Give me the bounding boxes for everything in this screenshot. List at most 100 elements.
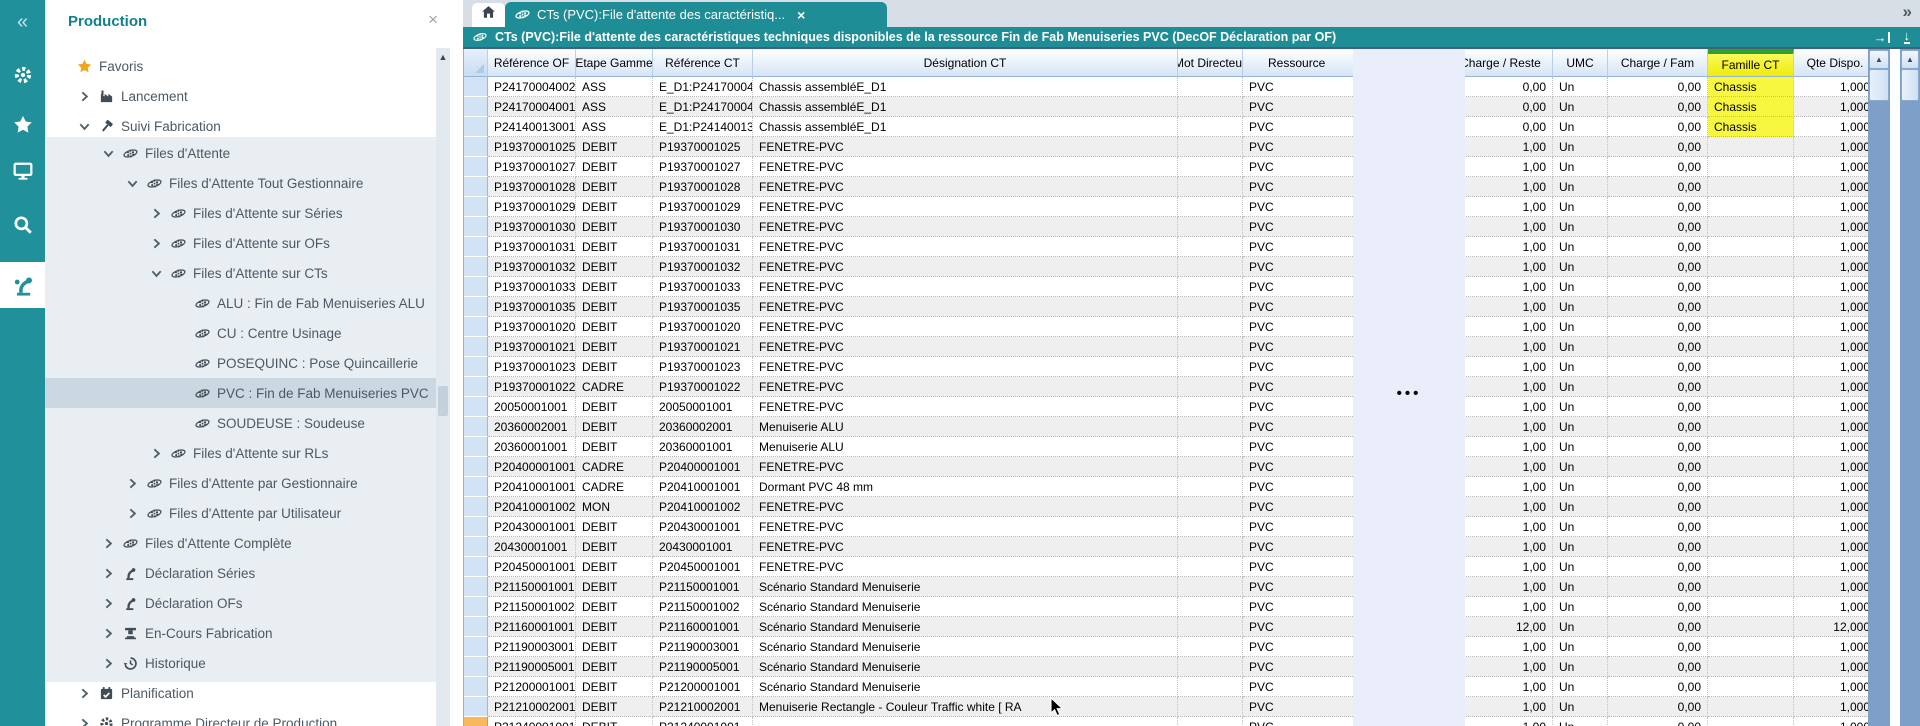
cell-mot[interactable]	[1178, 417, 1243, 437]
table-row[interactable]: 20360001001 DEBIT 20360001001 Menuiserie AL…	[464, 437, 1877, 457]
cell-etape[interactable]: CADRE	[576, 477, 653, 497]
tree-item-lancement[interactable]: Lancement	[45, 81, 450, 111]
grid-scrollbar-thumb[interactable]	[1869, 69, 1889, 101]
cell-charge_reste[interactable]: 1,00	[1449, 717, 1553, 726]
cell-etape[interactable]: DEBIT	[576, 157, 653, 177]
cell-charge_reste[interactable]: 1,00	[1449, 577, 1553, 597]
tree-item-suivi-fabrication[interactable]: Suivi Fabrication	[45, 111, 450, 141]
table-row[interactable]: P20400001001 CADRE P20400001001 FENETRE-PVC…	[464, 457, 1877, 477]
cell-charge_fam[interactable]: 0,00	[1608, 337, 1708, 357]
cell-mot[interactable]	[1178, 297, 1243, 317]
cell-famille[interactable]	[1708, 537, 1794, 557]
cell-mot[interactable]	[1178, 577, 1243, 597]
cell-designation[interactable]: FENETRE-PVC	[753, 157, 1178, 177]
cell-ref_of[interactable]: P20450001001	[488, 557, 576, 577]
cell-famille[interactable]	[1708, 177, 1794, 197]
table-row[interactable]: P24170004002ASSE_D1:P24170004002Chassis …	[464, 77, 1877, 97]
cell-qte[interactable]: 1,000	[1794, 417, 1877, 437]
row-header-cell[interactable]	[464, 537, 488, 557]
cell-ref_ct[interactable]: 20360002001	[653, 417, 753, 437]
cell-umc[interactable]: Un	[1553, 417, 1608, 437]
col-header-famille[interactable]: Famille CT	[1708, 49, 1794, 77]
cell-umc[interactable]: Un	[1553, 477, 1608, 497]
cell-famille[interactable]	[1708, 477, 1794, 497]
cell-charge_fam[interactable]: 0,00	[1608, 597, 1708, 617]
row-header-cell[interactable]	[464, 597, 488, 617]
row-header-cell[interactable]	[464, 157, 488, 177]
table-row[interactable]: P19370001030 DEBIT P19370001030 FENETRE-PVC…	[464, 217, 1877, 237]
cell-mot[interactable]	[1178, 657, 1243, 677]
cell-ref_ct[interactable]: P19370001028	[653, 177, 753, 197]
table-row[interactable]: 20050001001 DEBIT 20050001001 FENETRE-PVC PV…	[464, 397, 1877, 417]
cell-ref_of[interactable]: P21210002001	[488, 697, 576, 717]
cell-ref_ct[interactable]: P20430001001	[653, 517, 753, 537]
cell-qte[interactable]: 1,000	[1794, 257, 1877, 277]
cell-umc[interactable]: Un	[1553, 377, 1608, 397]
cell-ref_ct[interactable]: P19370001032	[653, 257, 753, 277]
cell-ref_ct[interactable]: P19370001025	[653, 137, 753, 157]
cell-famille[interactable]	[1708, 157, 1794, 177]
cell-qte[interactable]: 1,000	[1794, 397, 1877, 417]
cell-qte[interactable]: 1,000	[1794, 377, 1877, 397]
cell-charge_reste[interactable]: 1,00	[1449, 197, 1553, 217]
cell-designation[interactable]: FENETRE-PVC	[753, 257, 1178, 277]
cell-charge_reste[interactable]: 1,00	[1449, 637, 1553, 657]
table-row[interactable]: P21190003001 DEBIT P21190003001 Scénario St…	[464, 637, 1877, 657]
cell-qte[interactable]: 1,000	[1794, 497, 1877, 517]
cell-charge_fam[interactable]: 0,00	[1608, 537, 1708, 557]
cell-etape[interactable]: DEBIT	[576, 437, 653, 457]
cell-etape[interactable]: DEBIT	[576, 577, 653, 597]
cell-charge_fam[interactable]: 0,00	[1608, 177, 1708, 197]
cell-umc[interactable]: Un	[1553, 717, 1608, 726]
cell-umc[interactable]: Un	[1553, 197, 1608, 217]
cell-ref_of[interactable]: P19370001027	[488, 157, 576, 177]
cell-ref_of[interactable]: P21190005001	[488, 657, 576, 677]
cell-ref_ct[interactable]: P21190003001	[653, 637, 753, 657]
cell-etape[interactable]: DEBIT	[576, 617, 653, 637]
cell-ref_ct[interactable]: P20450001001	[653, 557, 753, 577]
cell-etape[interactable]: DEBIT	[576, 397, 653, 417]
cell-umc[interactable]: Un	[1553, 657, 1608, 677]
cell-qte[interactable]: 1,000	[1794, 657, 1877, 677]
row-header-cell[interactable]	[464, 477, 488, 497]
cell-famille[interactable]	[1708, 557, 1794, 577]
table-row[interactable]: P19370001022 CADRE P19370001022 FENETRE-PVC…	[464, 377, 1877, 397]
cell-charge_reste[interactable]: 0,00	[1449, 117, 1553, 137]
row-header-cell[interactable]	[464, 277, 488, 297]
cell-ref_ct[interactable]: P21190005001	[653, 657, 753, 677]
rail-item-robot-arm[interactable]	[0, 262, 45, 308]
cell-famille[interactable]: Chassis	[1708, 117, 1794, 137]
tab-overflow-icon[interactable]: »	[1902, 2, 1912, 21]
cell-ref_ct[interactable]: P21200001001	[653, 677, 753, 697]
cell-charge_reste[interactable]: 0,00	[1449, 77, 1553, 97]
cell-famille[interactable]	[1708, 257, 1794, 277]
cell-charge_fam[interactable]: 0,00	[1608, 237, 1708, 257]
cell-designation[interactable]: FENETRE-PVC	[753, 217, 1178, 237]
cell-qte[interactable]: 1,000	[1794, 317, 1877, 337]
cell-mot[interactable]	[1178, 437, 1243, 457]
cell-qte[interactable]: 1,000	[1794, 217, 1877, 237]
cell-charge_reste[interactable]: 12,00	[1449, 617, 1553, 637]
cell-umc[interactable]: Un	[1553, 497, 1608, 517]
cell-etape[interactable]: DEBIT	[576, 277, 653, 297]
cell-ref_of[interactable]: 20430001001	[488, 537, 576, 557]
cell-famille[interactable]	[1708, 677, 1794, 697]
tree-scrollbar-thumb[interactable]	[438, 386, 448, 416]
cell-mot[interactable]	[1178, 197, 1243, 217]
cell-qte[interactable]: 1,000	[1794, 357, 1877, 377]
cell-qte[interactable]: 1,000	[1794, 677, 1877, 697]
cell-famille[interactable]	[1708, 577, 1794, 597]
cell-umc[interactable]: Un	[1553, 117, 1608, 137]
cell-designation[interactable]: Scénario Standard Menuiserie	[753, 617, 1178, 637]
cell-mot[interactable]	[1178, 697, 1243, 717]
cell-famille[interactable]	[1708, 637, 1794, 657]
table-row[interactable]: P21190005001 DEBIT P21190005001 Scénario St…	[464, 657, 1877, 677]
cell-designation[interactable]: Dormant PVC 48 mm	[753, 477, 1178, 497]
cell-designation[interactable]: Chassis assembléE_D1	[753, 77, 1178, 97]
cell-umc[interactable]: Un	[1553, 597, 1608, 617]
cell-charge_reste[interactable]: 1,00	[1449, 337, 1553, 357]
cell-qte[interactable]: 1,000	[1794, 637, 1877, 657]
row-header-cell[interactable]	[464, 577, 488, 597]
table-row[interactable]: P19370001021 DEBIT P19370001021 FENETRE-PVC…	[464, 337, 1877, 357]
cell-charge_reste[interactable]: 1,00	[1449, 137, 1553, 157]
